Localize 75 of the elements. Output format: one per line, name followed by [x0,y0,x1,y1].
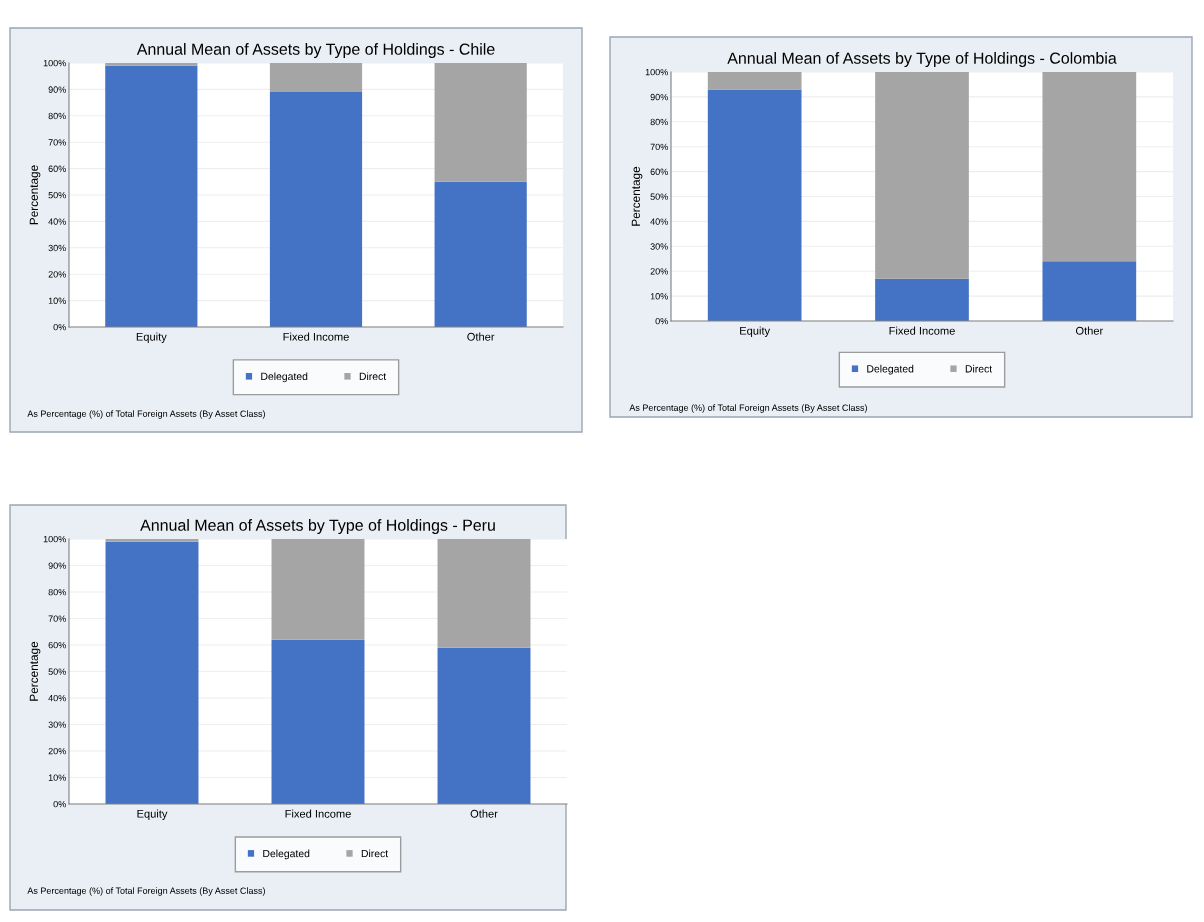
x-tick-label: Other [470,809,498,818]
y-tick-label: 10% [650,293,668,300]
bar [105,65,198,327]
y-tick-label: 0% [655,317,668,325]
y-tick-label: 80% [650,118,668,126]
bar [271,539,365,640]
legend-label: Delegated [261,372,308,383]
y-tick-label: 30% [48,721,66,728]
y-tick-label: 20% [650,268,668,275]
bar [1042,72,1137,262]
y-axis-title: Percentage [29,641,41,701]
text: As Percentage (%) of Total Foreign Assets (By Asset Class) [629,404,867,413]
bar [269,92,363,327]
x-tick-label: Equity [137,809,168,820]
x-tick-label: Fixed Income [285,809,351,818]
bar [875,72,969,279]
bar [1042,261,1137,321]
y-tick-label: 100% [645,68,668,76]
text: As Percentage (%) of Total Foreign Assets (By Asset Class) [27,410,265,419]
y-tick-label: 60% [48,641,66,649]
bar [105,541,199,804]
y-tick-label: 70% [48,139,66,146]
bar [105,63,198,66]
bar [437,539,531,648]
y-tick-label: 0% [53,323,66,331]
y-tick-label: 40% [48,694,66,702]
bar [269,63,363,93]
y-tick-label: 20% [48,271,66,278]
bar [875,278,969,321]
y-tick-label: 10% [48,297,66,304]
bar [437,647,531,804]
y-tick-label: 100% [43,59,66,67]
x-tick-label: Fixed Income [283,332,349,341]
y-tick-label: 10% [48,774,66,781]
y-tick-label: 20% [48,747,66,755]
chart-title: Annual Mean of Assets by Type of Holdings - Peru [140,519,495,534]
y-tick-label: 60% [48,165,66,172]
y-tick-label: 70% [650,143,668,151]
y-tick-label: 30% [48,244,66,252]
x-tick-label: Equity [740,326,771,337]
y-axis-title: Percentage [631,166,643,226]
y-tick-label: 0% [53,800,66,808]
y-tick-label: 90% [48,86,66,93]
chart-title: Annual Mean of Assets by Type of Holdings - Chile [136,43,495,58]
legend-label: Direct [359,372,387,381]
y-tick-label: 50% [48,191,66,199]
bar [707,89,802,321]
y-tick-label: 70% [48,615,66,622]
legend-label: Direct [361,849,389,858]
x-tick-label: Other [467,332,495,341]
y-tick-label: 50% [650,193,668,200]
y-tick-label: 90% [48,562,66,569]
y-axis-title: Percentage [29,165,41,225]
bar [105,539,199,542]
legend-label: Direct [965,364,993,373]
legend-label: Delegated [263,849,310,860]
y-tick-label: 30% [650,243,668,250]
x-tick-label: Equity [136,332,167,343]
bar [434,181,527,327]
bar [434,63,527,182]
y-tick-label: 50% [48,668,66,675]
text: As Percentage (%) of Total Foreign Assets (By Asset Class) [27,887,265,896]
bar [271,639,365,804]
x-tick-label: Fixed Income [889,326,955,335]
y-tick-label: 80% [48,112,66,120]
y-tick-label: 90% [650,93,668,101]
chart-title: Annual Mean of Assets by Type of Holdings - Colombia [727,52,1117,67]
y-tick-label: 40% [650,218,668,225]
x-tick-label: Other [1075,326,1104,335]
y-tick-label: 80% [48,588,66,596]
y-tick-label: 40% [48,218,66,225]
bar [707,72,802,90]
y-tick-label: 100% [43,535,66,543]
y-tick-label: 60% [650,168,668,175]
legend-label: Delegated [867,364,914,375]
